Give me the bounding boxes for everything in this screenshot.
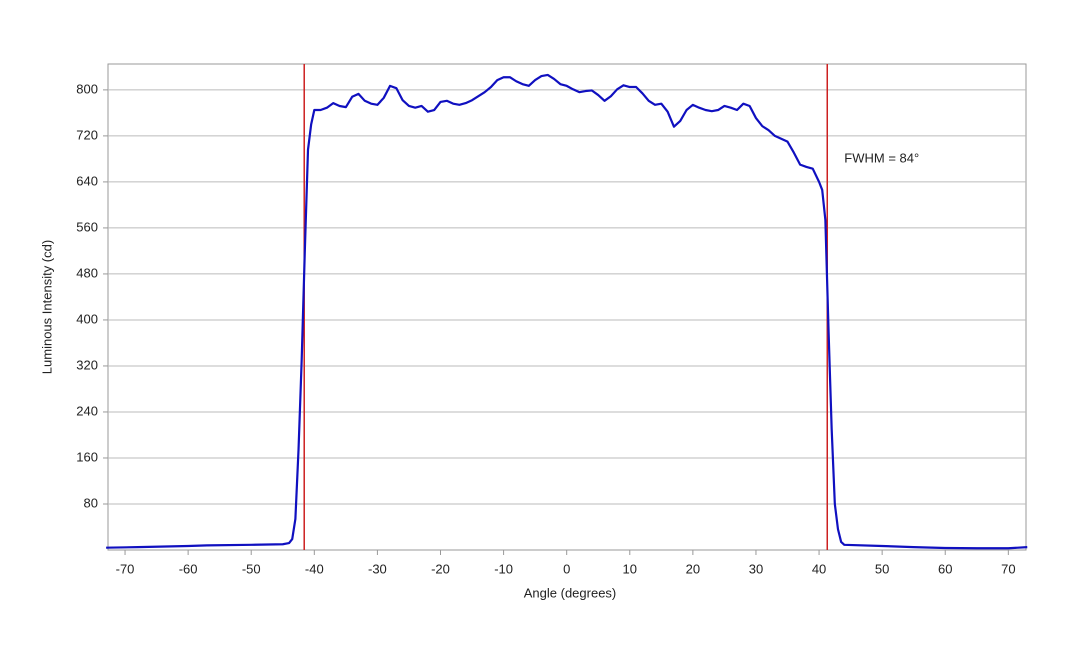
x-tick-label: -50 bbox=[242, 561, 261, 576]
y-tick-label: 320 bbox=[76, 357, 98, 372]
x-tick-label: 70 bbox=[1001, 561, 1015, 576]
y-tick-label: 400 bbox=[76, 311, 98, 326]
annotation: FWHM = 84° bbox=[844, 150, 919, 165]
x-tick-label: 10 bbox=[623, 561, 637, 576]
x-tick-label: -30 bbox=[368, 561, 387, 576]
x-tick-label: 40 bbox=[812, 561, 826, 576]
x-tick-label: -60 bbox=[179, 561, 198, 576]
x-tick-label: 0 bbox=[563, 561, 570, 576]
y-tick-label: 560 bbox=[76, 219, 98, 234]
y-tick-label: 160 bbox=[76, 449, 98, 464]
plot-area bbox=[107, 63, 1027, 551]
x-tick-label: 20 bbox=[686, 561, 700, 576]
y-axis-label: Luminous Intensity (cd) bbox=[39, 240, 54, 374]
x-axis-label: Angle (degrees) bbox=[524, 585, 617, 600]
line bbox=[106, 73, 1028, 550]
y-tick-label: 240 bbox=[76, 403, 98, 418]
x-tick-label: 30 bbox=[749, 561, 763, 576]
y-tick-label: 800 bbox=[76, 81, 98, 96]
x-tick-label: 50 bbox=[875, 561, 889, 576]
x-tick-label: -40 bbox=[305, 561, 324, 576]
y-tick-label: 480 bbox=[76, 265, 98, 280]
y-tick-label: 640 bbox=[76, 173, 98, 188]
x-tick-label: -10 bbox=[494, 561, 513, 576]
x-tick-label: -20 bbox=[431, 561, 450, 576]
x-tick-label: -70 bbox=[116, 561, 135, 576]
y-tick-label: 720 bbox=[76, 127, 98, 142]
x-tick-label: 60 bbox=[938, 561, 952, 576]
y-tick-label: 80 bbox=[84, 495, 98, 510]
